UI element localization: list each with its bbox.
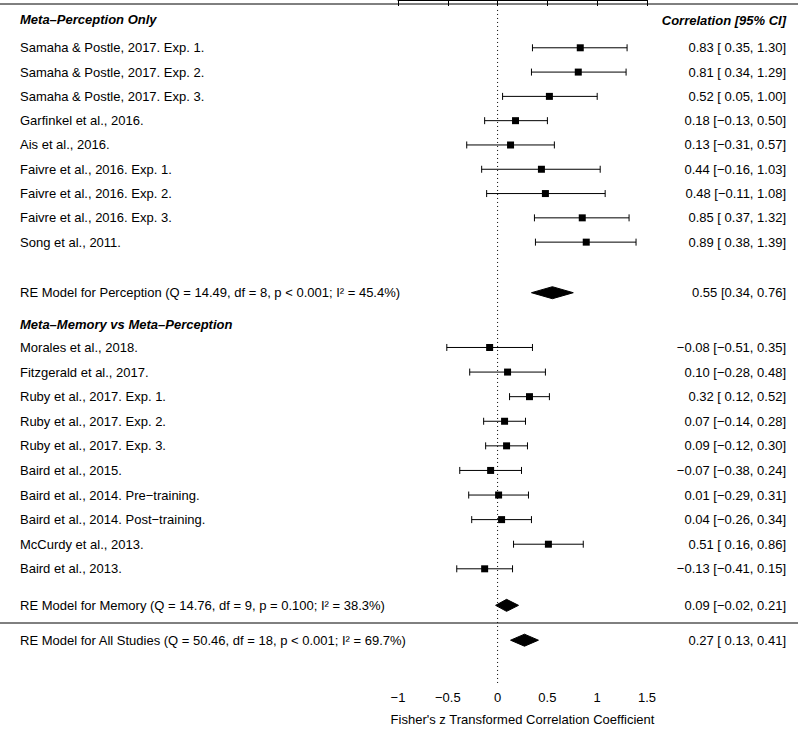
svg-text:Song et al., 2011.: Song et al., 2011. bbox=[20, 235, 121, 250]
svg-text:0.83 [ 0.35, 1.30]: 0.83 [ 0.35, 1.30] bbox=[688, 40, 786, 55]
svg-text:Samaha & Postle, 2017. Exp. 3.: Samaha & Postle, 2017. Exp. 3. bbox=[20, 89, 204, 104]
svg-text:Baird et al., 2015.: Baird et al., 2015. bbox=[20, 463, 122, 478]
svg-text:Correlation [95% CI]: Correlation [95% CI] bbox=[662, 13, 787, 28]
svg-text:0.5: 0.5 bbox=[538, 690, 556, 705]
svg-text:0.09 [−0.02, 0.21]: 0.09 [−0.02, 0.21] bbox=[684, 598, 786, 613]
svg-text:McCurdy et al., 2013.: McCurdy et al., 2013. bbox=[20, 537, 144, 552]
svg-text:−0.08 [−0.51, 0.35]: −0.08 [−0.51, 0.35] bbox=[677, 340, 786, 355]
svg-text:Meta–Perception Only: Meta–Perception Only bbox=[20, 12, 157, 27]
svg-text:Ruby et al., 2017. Exp. 3.: Ruby et al., 2017. Exp. 3. bbox=[20, 438, 166, 453]
svg-text:Faivre et al., 2016. Exp. 2.: Faivre et al., 2016. Exp. 2. bbox=[20, 186, 172, 201]
svg-text:1: 1 bbox=[594, 690, 601, 705]
svg-text:0.44 [−0.16, 1.03]: 0.44 [−0.16, 1.03] bbox=[684, 162, 786, 177]
svg-text:Ais et al., 2016.: Ais et al., 2016. bbox=[20, 137, 110, 152]
svg-text:Baird et al., 2014. Post−train: Baird et al., 2014. Post−training. bbox=[20, 512, 205, 527]
svg-text:Samaha & Postle, 2017. Exp. 1.: Samaha & Postle, 2017. Exp. 1. bbox=[20, 40, 204, 55]
svg-text:Faivre et al., 2016. Exp. 3.: Faivre et al., 2016. Exp. 3. bbox=[20, 210, 172, 225]
svg-text:−0.13 [−0.41, 0.15]: −0.13 [−0.41, 0.15] bbox=[677, 561, 786, 576]
svg-text:Garfinkel et al., 2016.: Garfinkel et al., 2016. bbox=[20, 113, 144, 128]
svg-text:0.04 [−0.26, 0.34]: 0.04 [−0.26, 0.34] bbox=[684, 512, 786, 527]
svg-text:0.09 [−0.12, 0.30]: 0.09 [−0.12, 0.30] bbox=[684, 438, 786, 453]
svg-text:0.18 [−0.13, 0.50]: 0.18 [−0.13, 0.50] bbox=[684, 113, 786, 128]
svg-text:0.85 [ 0.37, 1.32]: 0.85 [ 0.37, 1.32] bbox=[688, 210, 786, 225]
svg-text:Fitzgerald et al., 2017.: Fitzgerald et al., 2017. bbox=[20, 365, 149, 380]
svg-text:0.81 [ 0.34, 1.29]: 0.81 [ 0.34, 1.29] bbox=[688, 65, 786, 80]
svg-text:0.01 [−0.29, 0.31]: 0.01 [−0.29, 0.31] bbox=[684, 488, 786, 503]
svg-text:RE Model for All Studies (Q =: RE Model for All Studies (Q = 50.46, df … bbox=[20, 633, 406, 648]
svg-text:−0.07 [−0.38, 0.24]: −0.07 [−0.38, 0.24] bbox=[677, 463, 786, 478]
svg-text:Faivre et al., 2016. Exp. 1.: Faivre et al., 2016. Exp. 1. bbox=[20, 162, 172, 177]
svg-text:0.13 [−0.31, 0.57]: 0.13 [−0.31, 0.57] bbox=[684, 137, 786, 152]
svg-text:0: 0 bbox=[494, 690, 501, 705]
svg-text:0.89 [ 0.38, 1.39]: 0.89 [ 0.38, 1.39] bbox=[688, 235, 786, 250]
svg-text:RE Model for Perception (Q = 1: RE Model for Perception (Q = 14.49, df =… bbox=[20, 285, 400, 300]
svg-text:0.10 [−0.28, 0.48]: 0.10 [−0.28, 0.48] bbox=[684, 365, 786, 380]
svg-text:0.51 [ 0.16, 0.86]: 0.51 [ 0.16, 0.86] bbox=[688, 537, 786, 552]
svg-text:Samaha & Postle, 2017. Exp. 2.: Samaha & Postle, 2017. Exp. 2. bbox=[20, 65, 204, 80]
svg-text:−0.5: −0.5 bbox=[435, 690, 461, 705]
svg-text:0.48 [−0.11, 1.08]: 0.48 [−0.11, 1.08] bbox=[685, 186, 786, 201]
svg-text:Baird et al., 2013.: Baird et al., 2013. bbox=[20, 561, 122, 576]
svg-text:Morales et al., 2018.: Morales et al., 2018. bbox=[20, 340, 138, 355]
svg-text:Meta–Memory vs Meta–Perception: Meta–Memory vs Meta–Perception bbox=[20, 317, 232, 332]
svg-text:Fisher's z Transformed Correla: Fisher's z Transformed Correlation Coeff… bbox=[391, 712, 655, 727]
svg-text:0.52 [ 0.05, 1.00]: 0.52 [ 0.05, 1.00] bbox=[688, 89, 786, 104]
svg-text:Ruby et al., 2017. Exp. 1.: Ruby et al., 2017. Exp. 1. bbox=[20, 389, 166, 404]
svg-text:Baird et al., 2014. Pre−traini: Baird et al., 2014. Pre−training. bbox=[20, 488, 200, 503]
svg-text:RE Model for Memory (Q = 14.76: RE Model for Memory (Q = 14.76, df = 9, … bbox=[20, 598, 385, 613]
svg-text:0.27 [ 0.13, 0.41]: 0.27 [ 0.13, 0.41] bbox=[688, 633, 786, 648]
svg-text:Ruby et al., 2017. Exp. 2.: Ruby et al., 2017. Exp. 2. bbox=[20, 414, 166, 429]
svg-text:0.32 [ 0.12, 0.52]: 0.32 [ 0.12, 0.52] bbox=[688, 389, 786, 404]
svg-text:−1: −1 bbox=[391, 690, 406, 705]
svg-text:0.55 [0.34, 0.76]: 0.55 [0.34, 0.76] bbox=[692, 285, 786, 300]
svg-text:1.5: 1.5 bbox=[638, 690, 656, 705]
svg-text:0.07 [−0.14, 0.28]: 0.07 [−0.14, 0.28] bbox=[684, 414, 786, 429]
